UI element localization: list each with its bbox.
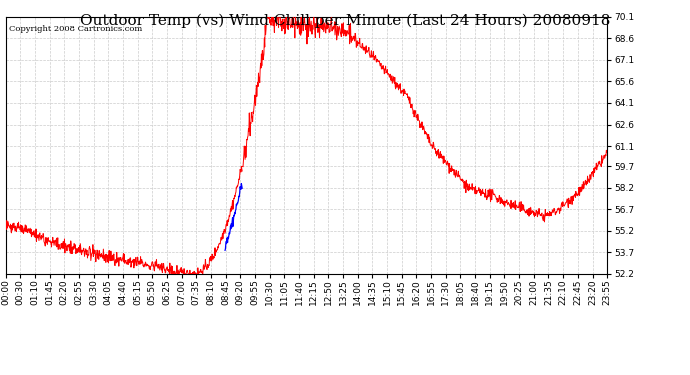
Text: Copyright 2008 Cartronics.com: Copyright 2008 Cartronics.com [8, 25, 141, 33]
Text: Outdoor Temp (vs) Wind Chill per Minute (Last 24 Hours) 20080918: Outdoor Temp (vs) Wind Chill per Minute … [80, 13, 610, 27]
